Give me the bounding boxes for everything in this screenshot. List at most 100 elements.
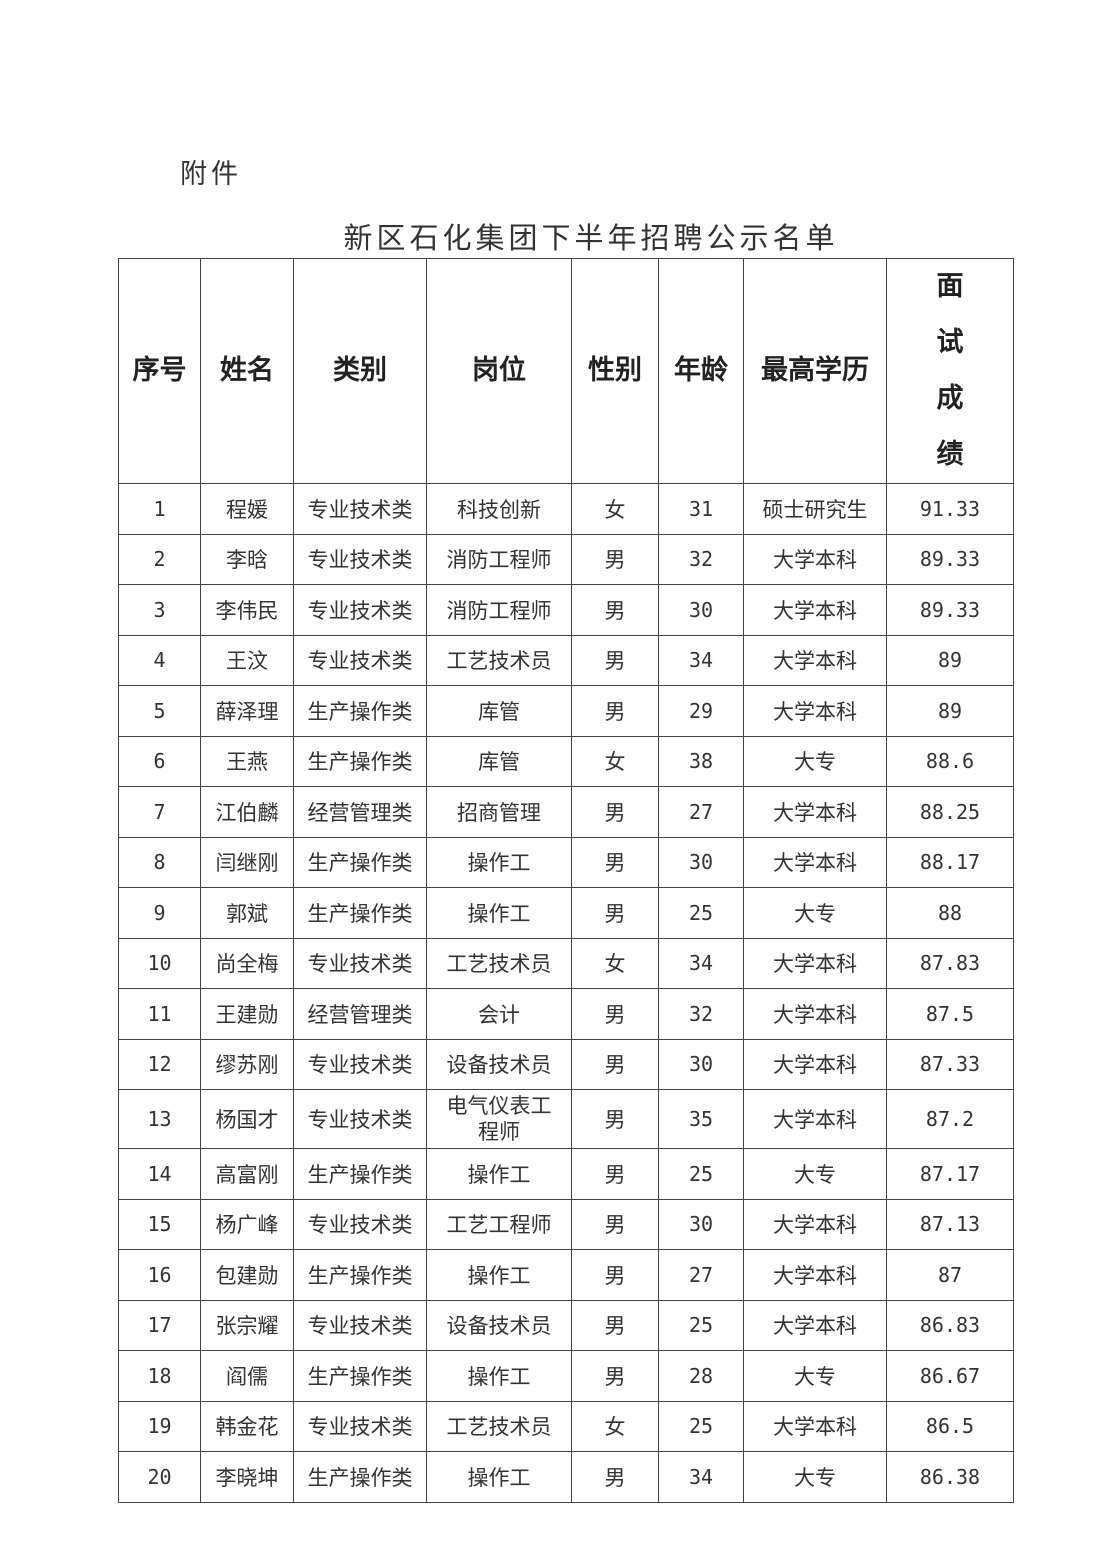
cell-age: 25 xyxy=(658,1148,744,1200)
cell-gender: 男 xyxy=(571,1350,659,1402)
cell-name: 包建勋 xyxy=(200,1249,294,1301)
cell-index: 13 xyxy=(118,1089,201,1149)
cell-score: 88 xyxy=(886,887,1014,939)
cell-position: 操作工 xyxy=(426,1148,572,1200)
cell-name: 李晗 xyxy=(200,533,294,585)
cell-position: 招商管理 xyxy=(426,786,572,838)
cell-age: 30 xyxy=(658,584,744,636)
table-body: 1 程媛 专业技术类 科技创新女 31 硕士研究生 91.33 2 李晗 专业技术类 消防工程师男 3… xyxy=(118,483,1014,1503)
cell-category: 生产操作类 xyxy=(293,1451,427,1503)
cell-gender: 男 xyxy=(571,634,659,686)
cell-position: 设备技术员 xyxy=(426,1299,572,1351)
cell-name: 王汶 xyxy=(200,634,294,686)
cell-position: 操作工 xyxy=(426,1249,572,1301)
table-row: 1 程媛 专业技术类 科技创新女 31 硕士研究生 91.33 xyxy=(118,483,1014,535)
cell-name: 王燕 xyxy=(200,735,294,787)
cell-score: 89 xyxy=(886,685,1014,737)
table-row: 16 包建勋 生产操作类 操作工男 27 大学本科 87 xyxy=(118,1249,1014,1301)
cell-education: 大学本科 xyxy=(743,786,887,838)
table-row: 6 王燕 生产操作类 库管女 38 大专 88.6 xyxy=(118,735,1014,787)
cell-education: 大学本科 xyxy=(743,1089,887,1149)
cell-score: 89.33 xyxy=(886,533,1014,585)
cell-position: 库管 xyxy=(426,735,572,787)
cell-name: 李伟民 xyxy=(200,584,294,636)
cell-category: 生产操作类 xyxy=(293,836,427,888)
cell-score: 86.83 xyxy=(886,1299,1014,1351)
cell-name: 李晓坤 xyxy=(200,1451,294,1503)
cell-name: 杨国才 xyxy=(200,1089,294,1149)
header-col-score: 面试成绩 xyxy=(886,258,1014,484)
document-title: 新区石化集团下半年招聘公示名单 xyxy=(343,221,839,255)
cell-category: 生产操作类 xyxy=(293,1350,427,1402)
cell-education: 大学本科 xyxy=(743,836,887,888)
cell-category: 专业技术类 xyxy=(293,1299,427,1351)
cell-index: 16 xyxy=(118,1249,201,1301)
table-row: 19 韩金花 专业技术类 工艺技术员女 25 大学本科 86.5 xyxy=(118,1400,1014,1452)
cell-category: 专业技术类 xyxy=(293,1198,427,1250)
cell-name: 韩金花 xyxy=(200,1400,294,1452)
table-row: 8 闫继刚 生产操作类 操作工男 30 大学本科 88.17 xyxy=(118,836,1014,888)
table-row: 18 阎儒 生产操作类 操作工男 28 大专 86.67 xyxy=(118,1350,1014,1402)
table-row: 10 尚全梅 专业技术类 工艺技术员女 34 大学本科 87.83 xyxy=(118,937,1014,989)
cell-category: 经营管理类 xyxy=(293,786,427,838)
cell-age: 31 xyxy=(658,483,744,535)
cell-score: 91.33 xyxy=(886,483,1014,535)
cell-position: 工艺技术员 xyxy=(426,634,572,686)
cell-category: 生产操作类 xyxy=(293,1148,427,1200)
cell-index: 1 xyxy=(118,483,201,535)
cell-name: 缪苏刚 xyxy=(200,1038,294,1090)
cell-age: 30 xyxy=(658,836,744,888)
cell-age: 27 xyxy=(658,786,744,838)
cell-education: 大专 xyxy=(743,1148,887,1200)
cell-gender: 男 xyxy=(571,1299,659,1351)
cell-category: 生产操作类 xyxy=(293,1249,427,1301)
cell-name: 张宗耀 xyxy=(200,1299,294,1351)
table-row: 11 王建勋 经营管理类 会计男 32 大学本科 87.5 xyxy=(118,988,1014,1040)
cell-position: 消防工程师 xyxy=(426,584,572,636)
table-header-row: 序号 姓名 类别 岗位 性别 年龄 最高学历 面试成绩 xyxy=(118,258,1014,484)
cell-position: 操作工 xyxy=(426,887,572,939)
cell-position: 工艺技术员 xyxy=(426,1400,572,1452)
cell-name: 程媛 xyxy=(200,483,294,535)
cell-age: 27 xyxy=(658,1249,744,1301)
cell-age: 32 xyxy=(658,533,744,585)
table-row: 13 杨国才 专业技术类 电气仪表工程师男 35 大学本科 87.2 xyxy=(118,1089,1014,1149)
cell-category: 专业技术类 xyxy=(293,634,427,686)
cell-position: 电气仪表工程师 xyxy=(426,1089,572,1149)
table-row: 5 薛泽理 生产操作类 库管男 29 大学本科 89 xyxy=(118,685,1014,737)
header-col-category: 类别 xyxy=(293,258,427,484)
cell-name: 阎儒 xyxy=(200,1350,294,1402)
cell-age: 29 xyxy=(658,685,744,737)
cell-education: 大学本科 xyxy=(743,937,887,989)
cell-age: 30 xyxy=(658,1038,744,1090)
cell-category: 专业技术类 xyxy=(293,937,427,989)
cell-category: 专业技术类 xyxy=(293,1038,427,1090)
header-col-name: 姓名 xyxy=(200,258,294,484)
header-col-gender: 性别 xyxy=(571,258,659,484)
header-col-education: 最高学历 xyxy=(743,258,887,484)
cell-score: 88.6 xyxy=(886,735,1014,787)
cell-education: 大学本科 xyxy=(743,1249,887,1301)
cell-index: 20 xyxy=(118,1451,201,1503)
cell-gender: 男 xyxy=(571,1038,659,1090)
cell-gender: 男 xyxy=(571,584,659,636)
cell-index: 3 xyxy=(118,584,201,636)
cell-gender: 女 xyxy=(571,483,659,535)
cell-index: 8 xyxy=(118,836,201,888)
cell-education: 大学本科 xyxy=(743,1299,887,1351)
cell-name: 闫继刚 xyxy=(200,836,294,888)
cell-score: 89.33 xyxy=(886,584,1014,636)
cell-position: 操作工 xyxy=(426,1451,572,1503)
cell-name: 郭斌 xyxy=(200,887,294,939)
cell-index: 7 xyxy=(118,786,201,838)
cell-gender: 男 xyxy=(571,1148,659,1200)
cell-name: 江伯麟 xyxy=(200,786,294,838)
cell-age: 32 xyxy=(658,988,744,1040)
cell-index: 11 xyxy=(118,988,201,1040)
attachment-label: 附件 xyxy=(180,159,242,190)
cell-gender: 男 xyxy=(571,836,659,888)
cell-name: 高富刚 xyxy=(200,1148,294,1200)
cell-score: 87.17 xyxy=(886,1148,1014,1200)
cell-position: 操作工 xyxy=(426,836,572,888)
table-row: 4 王汶 专业技术类 工艺技术员男 34 大学本科 89 xyxy=(118,634,1014,686)
